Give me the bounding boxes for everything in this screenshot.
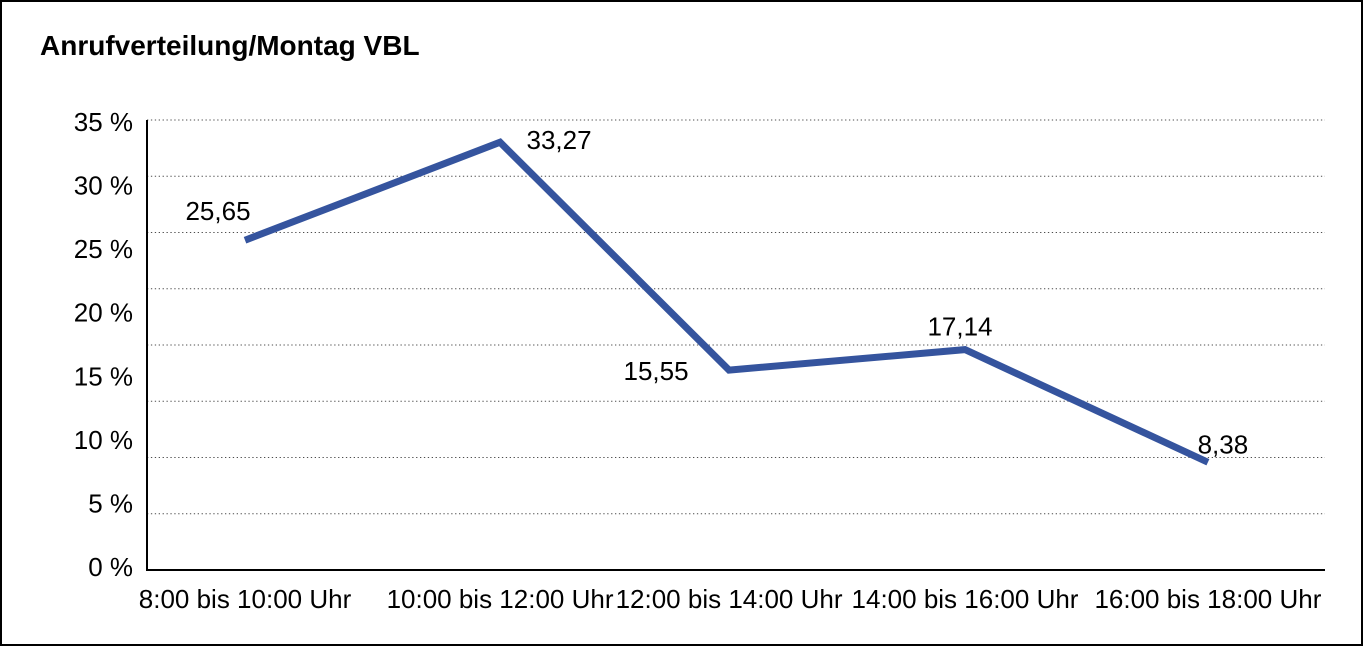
data-line [243, 138, 1210, 466]
chart-title: Anrufverteilung/Montag VBL [40, 30, 420, 61]
x-category-label: 10:00 bis 12:00 Uhr [387, 584, 614, 614]
data-point-label: 15,55 [624, 356, 689, 386]
data-point-label: 17,14 [927, 312, 992, 342]
y-tick-label: 10 % [74, 425, 133, 455]
y-tick-label: 20 % [74, 298, 133, 328]
x-category-label: 12:00 bis 14:00 Uhr [616, 584, 843, 614]
y-tick-label: 15 % [74, 361, 133, 391]
y-tick-label: 25 % [74, 234, 133, 264]
y-tick-label: 30 % [74, 171, 133, 201]
x-category-label: 16:00 bis 18:00 Uhr [1094, 584, 1321, 614]
data-point-label: 25,65 [185, 196, 250, 226]
data-point-label: 33,27 [527, 125, 592, 155]
x-category-label: 8:00 bis 10:00 Uhr [139, 584, 352, 614]
x-category-label: 14:00 bis 16:00 Uhr [852, 584, 1079, 614]
y-tick-label: 5 % [88, 488, 133, 518]
data-point-label: 8,38 [1198, 429, 1249, 459]
y-tick-label: 35 % [74, 107, 133, 137]
y-tick-label: 0 % [88, 552, 133, 582]
